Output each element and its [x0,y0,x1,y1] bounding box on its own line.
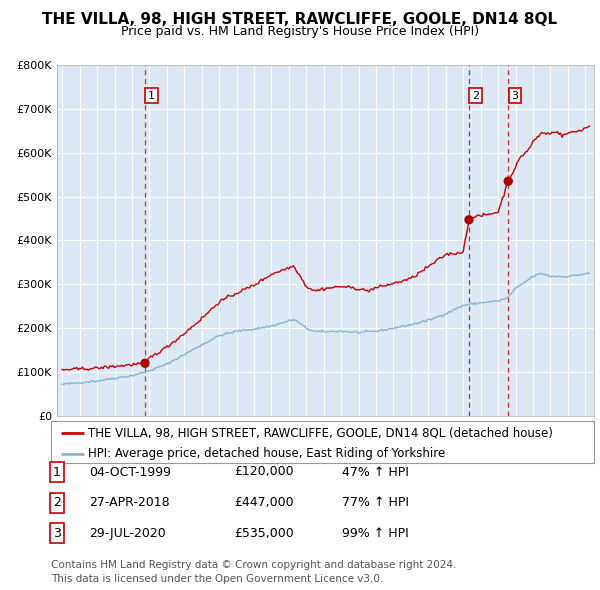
Text: Contains HM Land Registry data © Crown copyright and database right 2024.
This d: Contains HM Land Registry data © Crown c… [51,560,457,585]
Text: 3: 3 [511,91,518,101]
Text: £447,000: £447,000 [234,496,293,509]
Point [140,359,150,368]
Text: THE VILLA, 98, HIGH STREET, RAWCLIFFE, GOOLE, DN14 8QL (detached house): THE VILLA, 98, HIGH STREET, RAWCLIFFE, G… [88,426,553,439]
Text: 04-OCT-1999: 04-OCT-1999 [89,466,171,478]
Text: 27-APR-2018: 27-APR-2018 [89,496,169,509]
Text: THE VILLA, 98, HIGH STREET, RAWCLIFFE, GOOLE, DN14 8QL: THE VILLA, 98, HIGH STREET, RAWCLIFFE, G… [43,12,557,27]
Text: 77% ↑ HPI: 77% ↑ HPI [342,496,409,509]
Text: HPI: Average price, detached house, East Riding of Yorkshire: HPI: Average price, detached house, East… [88,447,445,460]
Text: 29-JUL-2020: 29-JUL-2020 [89,527,166,540]
Text: 47% ↑ HPI: 47% ↑ HPI [342,466,409,478]
Text: 2: 2 [53,496,61,509]
Text: 1: 1 [148,91,155,101]
Point [464,215,474,225]
Text: £535,000: £535,000 [234,527,294,540]
Text: 3: 3 [53,527,61,540]
Text: £120,000: £120,000 [234,466,293,478]
Text: 99% ↑ HPI: 99% ↑ HPI [342,527,409,540]
Text: 1: 1 [53,466,61,478]
Text: Price paid vs. HM Land Registry's House Price Index (HPI): Price paid vs. HM Land Registry's House … [121,25,479,38]
Text: 2: 2 [472,91,479,101]
Point [503,176,513,186]
